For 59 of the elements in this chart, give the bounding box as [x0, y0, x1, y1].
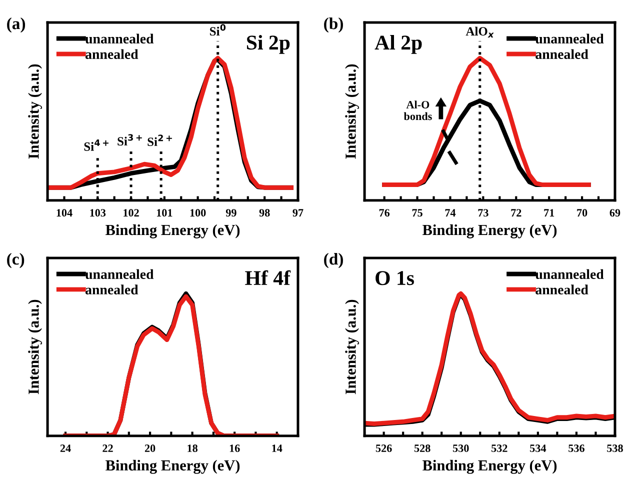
ref-line-label: AlO$_{x}$ [466, 26, 494, 38]
legend-label: unannealed [85, 269, 154, 280]
text: (d) [324, 252, 343, 268]
y-axis-title: Intensity (a.u.) [28, 300, 42, 394]
x-tick-label: 76 [379, 209, 390, 217]
chart-title: Hf 4f [245, 270, 291, 285]
x-tick-label: 99 [226, 209, 236, 217]
x-tick-label: 100 [190, 209, 206, 217]
legend-label: unannealed [535, 269, 604, 280]
ref-line-label: Si$^{2+}$ [148, 134, 172, 146]
legend-label: unannealed [535, 34, 604, 44]
x-axis-title: Binding Energy (eV) [422, 224, 557, 238]
x-tick-label: 101 [156, 209, 172, 217]
x-tick-label: 98 [259, 209, 270, 217]
legend-label: unannealed [85, 34, 154, 44]
x-tick-label: 73 [478, 209, 488, 217]
chart-title: Si 2p [246, 34, 290, 54]
ref-line-label: Si$^{0}$ [210, 24, 226, 36]
x-tick-label: 75 [412, 209, 422, 217]
x-tick-label: 97 [292, 209, 304, 217]
text: (c) [7, 252, 24, 268]
annotation: Al-O bonds [404, 100, 432, 120]
x-tick-label: 22 [102, 444, 113, 452]
x-tick-label: 74 [445, 209, 456, 216]
legend-label: annealed [536, 49, 588, 59]
x-tick-label: 102 [124, 209, 139, 217]
x-tick-label: 18 [188, 444, 198, 452]
x-tick-label: 20 [144, 444, 156, 452]
x-tick-label: 24 [60, 444, 71, 452]
y-axis-title: Intensity (a.u.) [28, 64, 42, 159]
x-tick-label: 103 [90, 209, 106, 217]
ref-line-label: Si$^{4+}$ [84, 140, 108, 151]
x-tick-label: 71 [544, 209, 554, 216]
x-tick-label: 528 [414, 444, 430, 452]
ref-line-label: Si$^{3+}$ [118, 134, 142, 146]
x-axis-title: Binding Energy (eV) [106, 460, 240, 474]
x-tick-label: 526 [376, 444, 392, 452]
text: (a) [7, 17, 26, 33]
x-tick-label: 530 [452, 444, 469, 452]
x-axis-title: Binding Energy (eV) [422, 460, 557, 474]
chart-title: Al 2p [374, 34, 422, 54]
x-tick-label: 72 [511, 209, 522, 216]
x-tick-label: 538 [607, 444, 623, 452]
legend-label: annealed [536, 284, 588, 294]
legend-label: annealed [85, 49, 138, 59]
x-tick-label: 104 [56, 209, 72, 217]
x-tick-label: 69 [610, 209, 620, 217]
x-tick-label: 14 [272, 444, 282, 452]
chart-title: O 1s [376, 271, 414, 286]
x-tick-label: 532 [492, 444, 508, 452]
x-tick-label: 16 [230, 444, 240, 452]
x-tick-label: 536 [568, 444, 584, 452]
x-tick-label: 70 [577, 209, 588, 217]
text: (b) [324, 17, 343, 33]
x-tick-label: 534 [530, 444, 546, 452]
y-axis-title: Intensity (a.u.) [345, 300, 359, 394]
y-axis-title: Intensity (a.u.) [345, 64, 359, 159]
x-axis-title: Binding Energy (eV) [106, 224, 240, 238]
legend-label: annealed [85, 284, 138, 294]
